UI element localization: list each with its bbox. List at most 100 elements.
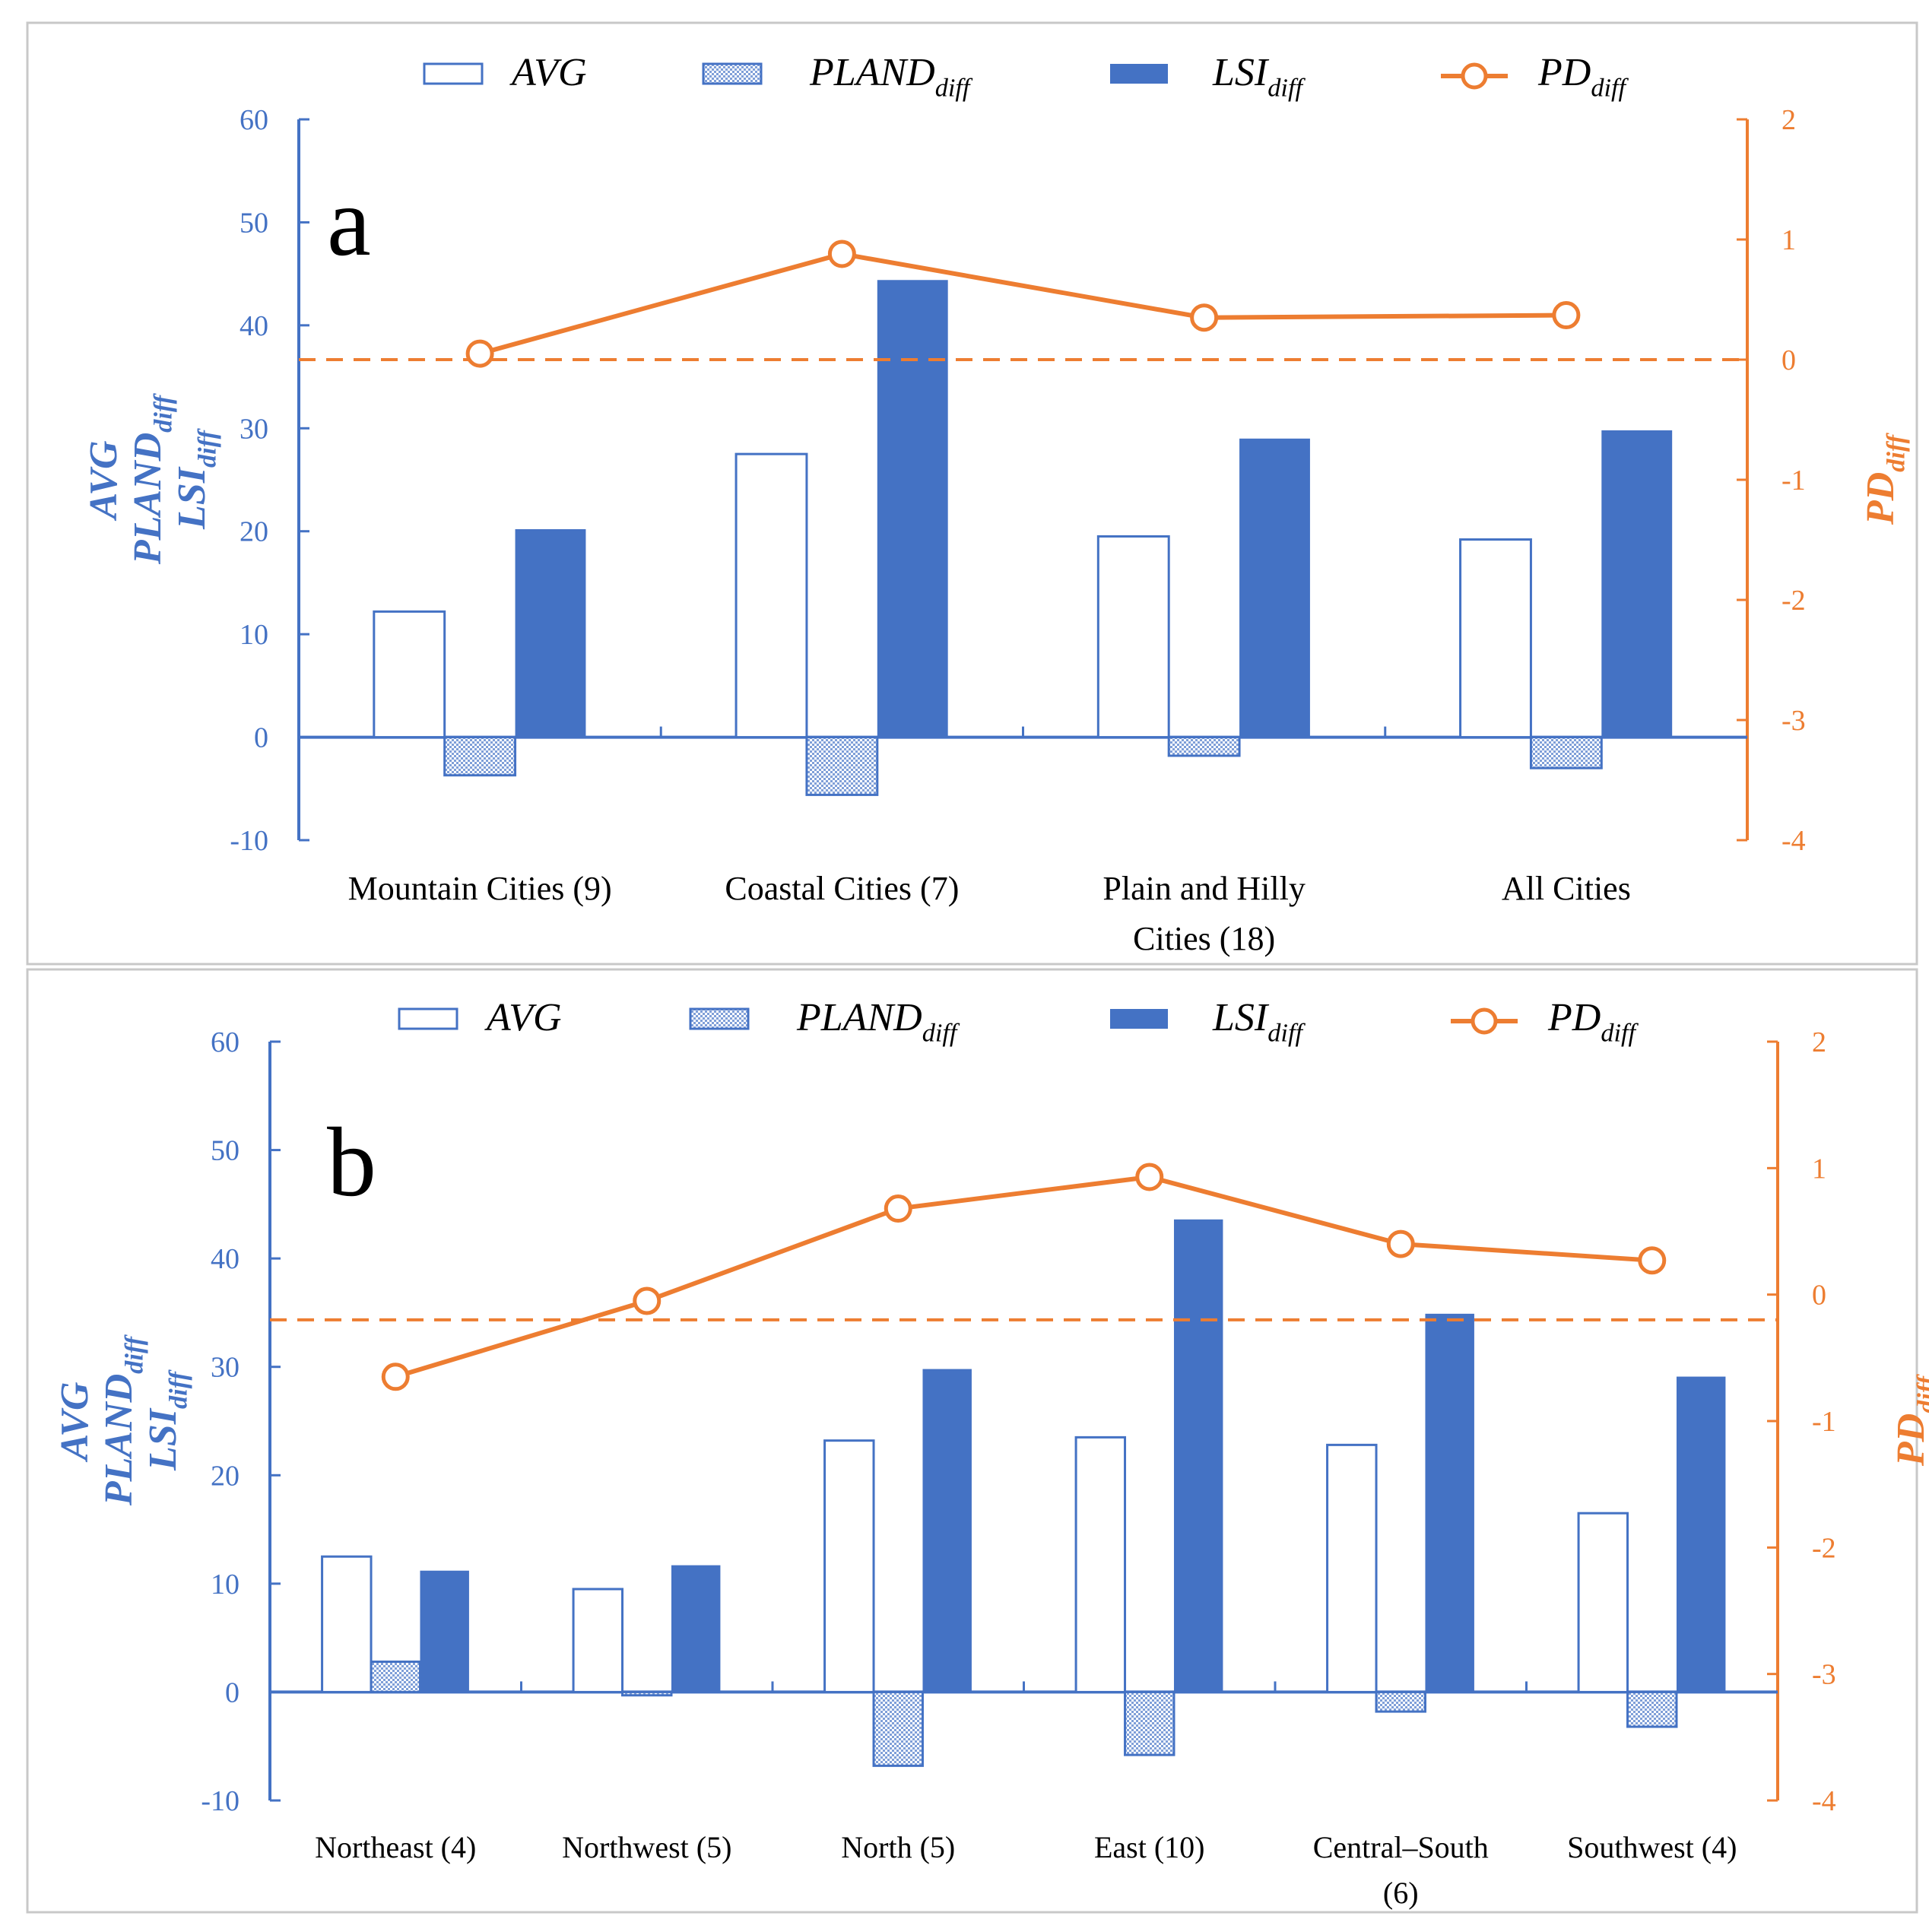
bar-avg [823,1439,875,1693]
left-tick-label: 40 [211,1243,240,1275]
left-tick-label: 50 [211,1135,240,1167]
pd-diff-point [827,240,856,268]
left-axis-title-pland: PLANDdiff [97,1334,149,1506]
pd-diff-point [633,1286,662,1315]
bar-pland-diff [805,736,879,796]
bar-pland-diff [1375,1690,1426,1713]
bar-lsi-diff [1676,1376,1726,1692]
bar-avg [373,610,446,739]
legend-swatch-pd-marker [1471,1007,1498,1035]
bar-pland-diff [1529,736,1603,769]
right-tick-label: 1 [1812,1153,1826,1185]
pd-diff-line [395,1174,1652,1379]
category-label: Central–South [1313,1830,1489,1864]
left-tick-label: 60 [240,104,268,136]
left-tick-label: 20 [211,1460,240,1492]
left-tick-label: 20 [240,516,268,548]
right-tick-label: 0 [1812,1280,1826,1312]
bar-avg [734,452,808,739]
bar-lsi-diff [1173,1219,1223,1692]
right-axis-title-pd: PDdiff [1889,1373,1929,1467]
category-label: Northeast (4) [315,1830,476,1864]
legend-swatch-lsi [1110,1009,1168,1029]
left-axis-title-pland: PLANDdiff [126,392,178,565]
left-tick-label: 50 [240,207,268,239]
legend-label-pland: PLANDdiff [796,996,960,1048]
legend-label-lsi: LSIdiff [1212,51,1306,103]
right-tick-label: 1 [1781,224,1796,256]
left-tick-label: 60 [211,1026,240,1058]
left-tick-label: -10 [201,1785,240,1817]
pd-diff-point [1386,1229,1415,1258]
left-tick-label: -10 [230,825,268,857]
left-tick-label: 30 [211,1352,240,1384]
category-label: Northwest (5) [562,1830,731,1864]
legend-label-pd: PDdiff [1537,51,1629,103]
bar-pland-diff [370,1661,421,1693]
bar-avg [321,1555,373,1693]
right-tick-label: 2 [1781,104,1796,136]
panel-letter: a [327,167,371,277]
legend-swatch-avg [398,1007,458,1030]
category-label: East (10) [1094,1830,1205,1864]
legend-swatch-avg [423,62,484,85]
bar-avg [1326,1443,1378,1693]
left-tick-label: 10 [211,1569,240,1600]
right-tick-label: -1 [1781,465,1806,496]
left-tick-label: 0 [254,722,268,754]
category-label: Plain and Hilly [1103,870,1305,907]
left-axis-title-avg: AVG [82,440,125,521]
right-tick-label: 2 [1812,1026,1826,1058]
legend-swatch-pland [689,1007,750,1030]
left-tick-label: 30 [240,413,268,445]
bar-avg [1577,1512,1629,1693]
bar-lsi-diff [420,1570,469,1692]
left-tick-label: 0 [225,1677,240,1708]
category-label: (6) [1383,1876,1419,1910]
bar-lsi-diff [877,280,948,738]
panel-letter: b [327,1108,376,1217]
left-axis-title-avg: AVG [53,1382,97,1462]
right-tick-label: -4 [1812,1785,1836,1817]
bar-lsi-diff [671,1565,721,1692]
left-axis-title-lsi: LSIdiff [141,1369,193,1471]
legend-label-pd: PDdiff [1547,996,1639,1048]
bar-pland-diff [1167,736,1241,757]
category-label: Mountain Cities (9) [348,870,612,907]
pd-diff-point [1638,1246,1667,1275]
right-tick-label: -2 [1781,585,1806,617]
panel-a-frame [26,21,1918,966]
legend-label-lsi: LSIdiff [1212,996,1306,1048]
pd-diff-line [479,251,1566,356]
pd-diff-point [884,1194,912,1223]
right-axis-title-pd: PDdiff [1859,432,1911,525]
panel-b-frame [26,968,1918,1914]
category-label: Southwest (4) [1567,1830,1737,1864]
bar-pland-diff [443,736,517,777]
right-tick-label: -4 [1781,825,1806,857]
pd-diff-point [1552,301,1581,330]
bar-avg [1459,538,1532,739]
pd-diff-point [465,339,494,368]
bar-lsi-diff [515,529,586,738]
right-tick-label: -3 [1812,1659,1836,1691]
legend-swatch-lsi [1110,64,1168,84]
bar-pland-diff [872,1690,924,1767]
pd-diff-point [1135,1163,1164,1191]
left-tick-label: 40 [240,310,268,342]
right-tick-label: 0 [1781,344,1796,376]
pd-diff-point [1190,303,1219,332]
legend-label-avg: AVG [484,996,562,1039]
category-label: All Cities [1502,870,1631,907]
right-tick-label: -3 [1781,705,1806,737]
bar-pland-diff [1626,1690,1678,1728]
right-tick-label: -2 [1812,1532,1836,1564]
category-label: North (5) [841,1830,955,1864]
bar-lsi-diff [922,1369,972,1692]
legend-swatch-pland [702,62,763,85]
pd-diff-point [381,1363,410,1391]
legend-label-avg: AVG [509,51,587,94]
